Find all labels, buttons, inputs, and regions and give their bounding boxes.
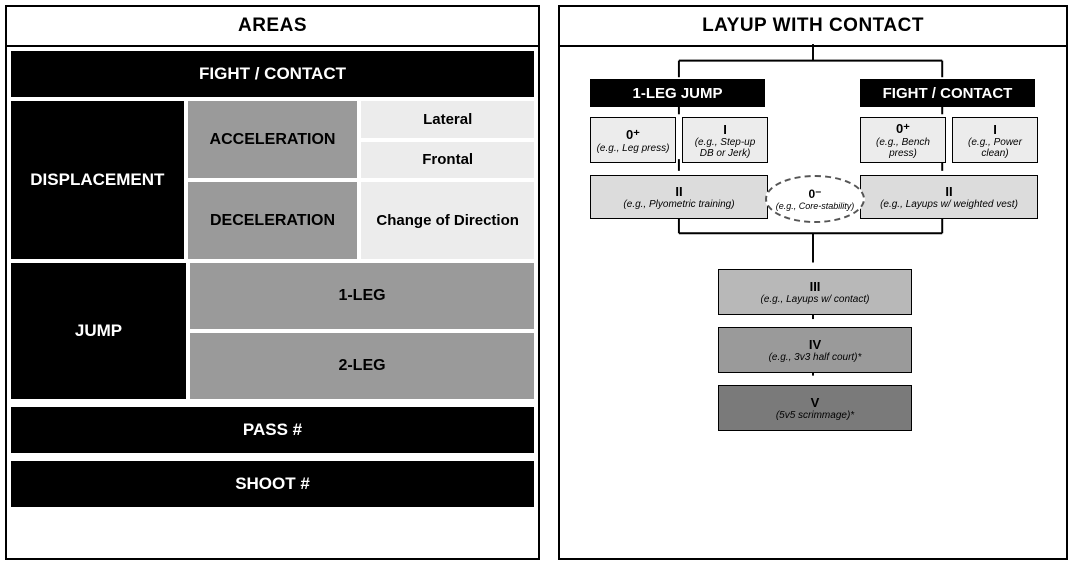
box-b1-2-eg: (e.g., Plyometric training): [623, 199, 734, 210]
center-level: 0⁻: [808, 187, 821, 201]
box-l4: IV (e.g., 3v3 half court)*: [718, 327, 912, 373]
box-b2-0: 0⁺ (e.g., Bench press): [860, 117, 946, 163]
lat-front-group: Lateral Frontal: [361, 101, 534, 178]
box-b1-0-level: 0⁺: [626, 127, 640, 143]
one-leg-cell: 1-LEG: [190, 263, 534, 329]
deceleration-cell: DECELERATION: [188, 182, 358, 259]
box-b2-1-eg: (e.g., Power clean): [957, 137, 1033, 159]
branch-fight-label: FIGHT / CONTACT: [883, 85, 1013, 102]
box-b2-1-level: I: [993, 122, 997, 137]
jump-section: JUMP 1-LEG 2-LEG: [11, 263, 534, 399]
jump-col2: 1-LEG 2-LEG: [190, 263, 534, 399]
box-l3: III (e.g., Layups w/ contact): [718, 269, 912, 315]
box-b1-2-level: II: [675, 184, 682, 199]
box-l5: V (5v5 scrimmage)*: [718, 385, 912, 431]
shoot-row: SHOOT #: [11, 461, 534, 507]
branch-fight: FIGHT / CONTACT: [860, 79, 1035, 107]
box-b1-1-eg: (e.g., Step-up DB or Jerk): [687, 137, 763, 159]
displacement-col3: Lateral Frontal Change of Direction: [361, 101, 534, 259]
branch-1leg: 1-LEG JUMP: [590, 79, 765, 107]
branch-1leg-label: 1-LEG JUMP: [632, 85, 722, 102]
frontal-cell: Frontal: [361, 142, 534, 179]
box-b1-1: I (e.g., Step-up DB or Jerk): [682, 117, 768, 163]
center-eg: (e.g., Core-stability): [776, 201, 855, 211]
displacement-section: DISPLACEMENT ACCELERATION DECELERATION L…: [11, 101, 534, 259]
box-l3-level: III: [810, 279, 821, 294]
box-b2-2-eg: (e.g., Layups w/ weighted vest): [880, 199, 1018, 210]
acceleration-cell: ACCELERATION: [188, 101, 358, 178]
areas-title: AREAS: [7, 7, 538, 47]
pass-row: PASS #: [11, 407, 534, 453]
displacement-col2: ACCELERATION DECELERATION: [188, 101, 358, 259]
box-b2-2-level: II: [945, 184, 952, 199]
displacement-label: DISPLACEMENT: [11, 101, 184, 259]
box-b2-0-level: 0⁺: [896, 121, 910, 137]
box-b1-2: II (e.g., Plyometric training): [590, 175, 768, 219]
box-b2-1: I (e.g., Power clean): [952, 117, 1038, 163]
two-leg-cell: 2-LEG: [190, 333, 534, 399]
box-l5-level: V: [811, 395, 820, 410]
box-l3-eg: (e.g., Layups w/ contact): [761, 294, 870, 305]
jump-label: JUMP: [11, 263, 186, 399]
box-b2-2: II (e.g., Layups w/ weighted vest): [860, 175, 1038, 219]
box-b1-0-eg: (e.g., Leg press): [597, 143, 670, 154]
center-ellipse: 0⁻ (e.g., Core-stability): [765, 175, 865, 223]
layup-panel: LAYUP WITH CONTACT 1-LEG JUMP FIGHT / CO…: [558, 5, 1068, 560]
lateral-cell: Lateral: [361, 101, 534, 138]
cod-cell: Change of Direction: [361, 182, 534, 259]
box-b1-0: 0⁺ (e.g., Leg press): [590, 117, 676, 163]
box-l4-level: IV: [809, 337, 821, 352]
box-b2-0-eg: (e.g., Bench press): [865, 137, 941, 159]
fight-row: FIGHT / CONTACT: [11, 51, 534, 97]
box-l4-eg: (e.g., 3v3 half court)*: [769, 352, 862, 363]
box-l5-eg: (5v5 scrimmage)*: [776, 410, 854, 421]
box-b1-1-level: I: [723, 122, 727, 137]
areas-panel: AREAS FIGHT / CONTACT DISPLACEMENT ACCEL…: [5, 5, 540, 560]
